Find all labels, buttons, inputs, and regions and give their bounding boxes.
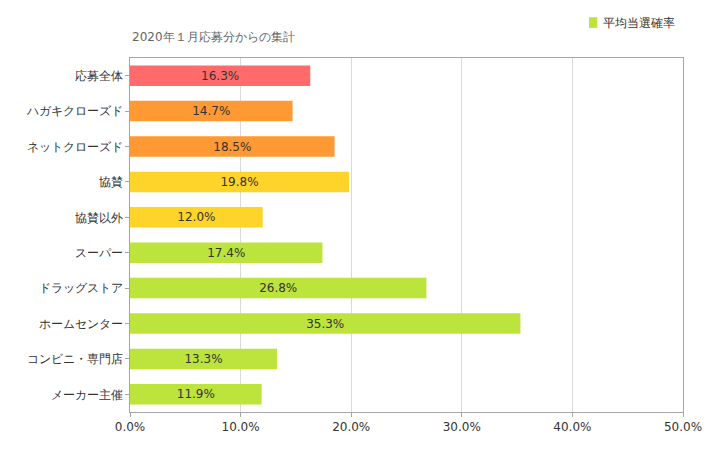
svg-text:26.8%: 26.8% <box>259 281 297 295</box>
svg-text:19.8%: 19.8% <box>220 175 258 189</box>
svg-text:50.0%: 50.0% <box>664 420 702 434</box>
svg-text:ネットクローズド: ネットクローズド <box>27 140 123 154</box>
svg-text:11.9%: 11.9% <box>177 387 215 401</box>
svg-text:ホームセンター: ホームセンター <box>39 317 123 331</box>
svg-text:ハガキクローズド: ハガキクローズド <box>26 104 123 118</box>
svg-text:16.3%: 16.3% <box>201 69 239 83</box>
svg-text:14.7%: 14.7% <box>192 104 230 118</box>
svg-text:平均当選確率: 平均当選確率 <box>603 16 675 30</box>
svg-text:10.0%: 10.0% <box>222 420 260 434</box>
svg-text:応募全体: 応募全体 <box>75 69 123 83</box>
svg-text:メーカー主催: メーカー主催 <box>51 388 123 402</box>
svg-text:ドラッグストア: ドラッグストア <box>39 281 123 295</box>
svg-text:協賛以外: 協賛以外 <box>75 211 123 225</box>
svg-text:コンビニ・専門店: コンビニ・専門店 <box>27 352 123 366</box>
svg-text:40.0%: 40.0% <box>553 420 591 434</box>
svg-text:20.0%: 20.0% <box>332 420 370 434</box>
svg-text:2020年１月応募分からの集計: 2020年１月応募分からの集計 <box>132 30 295 44</box>
svg-text:18.5%: 18.5% <box>213 140 251 154</box>
svg-text:13.3%: 13.3% <box>184 352 222 366</box>
svg-text:12.0%: 12.0% <box>177 210 215 224</box>
svg-text:0.0%: 0.0% <box>115 420 146 434</box>
svg-text:協賛: 協賛 <box>99 175 123 189</box>
svg-text:スーパー: スーパー <box>75 246 123 260</box>
svg-text:30.0%: 30.0% <box>443 420 481 434</box>
svg-text:35.3%: 35.3% <box>306 317 344 331</box>
svg-text:17.4%: 17.4% <box>207 246 245 260</box>
